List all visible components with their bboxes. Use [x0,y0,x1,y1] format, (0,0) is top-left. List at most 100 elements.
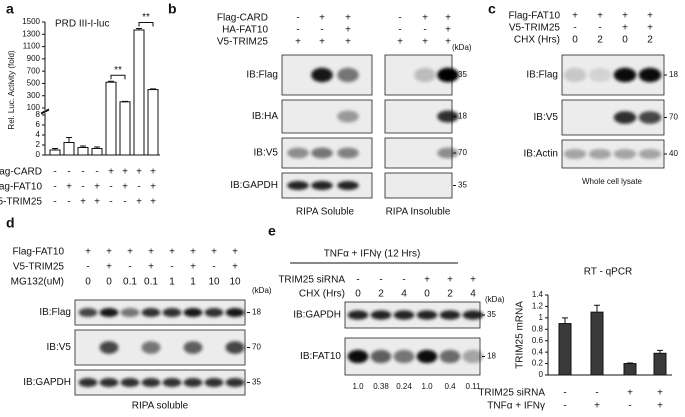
condition-sign: - [398,13,401,24]
condition-sign: 2 [447,289,453,300]
condition-label: V5-TRIM25 [13,262,65,273]
condition-sign: - [320,25,323,36]
condition-sign: + [106,262,112,273]
condition-sign: + [445,25,451,36]
condition-sign: + [190,247,196,258]
condition-sign: 0 [424,289,430,300]
condition-sign: 2 [597,35,603,46]
condition-sign: + [108,167,114,178]
kda-marker: 70 [252,343,261,352]
condition-sign: + [150,197,156,208]
y-tick-label: 0.2 [532,359,544,368]
condition-label: TRIM25 siRNA [478,388,545,399]
y-tick-label: 0 [539,370,544,379]
blot-band [564,68,587,82]
condition-sign: + [85,247,91,258]
blot-band [337,181,359,190]
condition-label: TRIM25 siRNA [278,275,345,286]
blot-band [184,308,203,317]
condition-sign: - [423,25,426,36]
blot-band [142,378,161,387]
blot-band [142,308,161,317]
condition-sign: + [66,182,72,193]
y-tick-label: 0.8 [532,324,544,333]
condition-sign: + [622,23,628,34]
unit-label: (kDa) [452,43,472,52]
blot-caption: RIPA Soluble [296,207,355,218]
condition-label: Flag-CARD [0,167,42,178]
condition-sign: - [563,401,566,412]
condition-sign: + [136,197,142,208]
condition-sign: + [470,275,476,286]
condition-sign: + [319,37,325,48]
bar [92,149,102,156]
condition-sign: 2 [647,35,653,46]
condition-sign: - [379,275,382,286]
error-bar [594,305,600,312]
blot-band [337,68,359,82]
condition-sign: + [447,275,453,286]
blot-band [348,310,369,319]
antibody-label: IB:FAT10 [300,351,341,362]
condition-sign: - [109,197,112,208]
condition-sign: - [81,167,84,178]
bar [624,364,636,375]
blot-band [639,149,662,159]
condition-sign: 1 [190,277,196,288]
blot-caption: RIPA soluble [132,401,189,412]
condition-label: Flag-FAT10 [509,11,561,22]
condition-sign: - [296,13,299,24]
condition-sign: + [647,23,653,34]
quantification: 1.0 [352,382,364,391]
condition-sign: + [122,182,128,193]
condition-sign: + [80,197,86,208]
condition-label: Flag-CARD [217,13,268,24]
blot-band [287,148,309,159]
condition-sign: 4 [401,289,407,300]
condition-sign: + [232,247,238,258]
y-tick-label: 1 [539,313,544,322]
quantification: 0.24 [396,382,412,391]
blot-header: TNFα + IFNγ (12 Hrs) [324,249,421,260]
condition-sign: - [109,182,112,193]
condition-label: V5-TRIM25 [509,23,561,34]
panel-letter: d [6,215,15,231]
condition-sign: - [402,275,405,286]
y-tick-label: 100 [27,103,41,112]
error-bar [627,363,633,364]
blot-band [440,310,461,319]
quantification: 0.38 [373,382,389,391]
condition-sign: - [67,167,70,178]
bar [106,82,116,155]
condition-sign: - [212,262,215,273]
kda-marker: 35 [458,70,467,79]
y-tick-label: 4 [36,130,41,139]
antibody-label: IB:GAPDH [230,180,278,191]
condition-sign: - [398,25,401,36]
blot-band [226,378,245,387]
condition-sign: + [627,388,633,399]
condition-sign: - [573,23,576,34]
kda-marker: 18 [669,70,678,79]
condition-sign: + [422,13,428,24]
unit-label: (kDa) [485,295,505,304]
blot-band [589,149,612,159]
antibody-label: IB:V5 [47,342,72,353]
condition-sign: 4 [470,289,476,300]
condition-sign: + [345,13,351,24]
blot-band [440,350,461,363]
condition-label: V5-TRIM25 [0,197,42,208]
antibody-label: IB:GAPDH [293,310,341,321]
condition-sign: - [81,182,84,193]
bar [654,353,666,375]
condition-sign: - [128,262,131,273]
condition-sign: 10 [208,277,220,288]
blot-band [142,341,161,354]
condition-sign: + [94,182,100,193]
unit-label: (kDa) [252,286,272,295]
y-tick-label: 1.2 [532,302,544,311]
blot-band [79,308,98,317]
condition-label: TNFα + IFNγ [487,401,545,412]
y-tick-label: 1.4 [532,290,544,299]
